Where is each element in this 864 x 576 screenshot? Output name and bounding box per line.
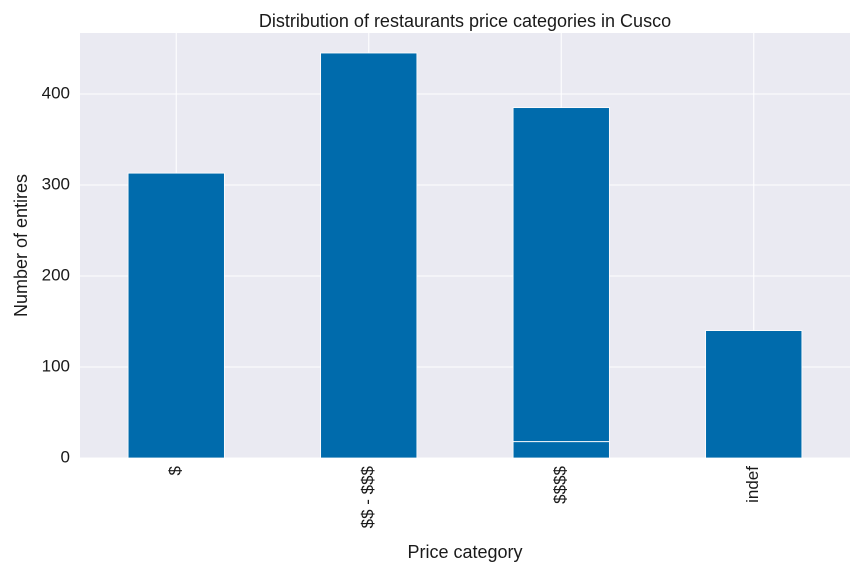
x-tick-label: indef [743,466,762,503]
y-tick-label: 300 [42,174,70,193]
x-axis-label: Price category [407,542,522,562]
x-tick-label: $$$$ [551,465,570,503]
y-tick-label: 200 [42,265,70,284]
y-tick-label: 400 [42,83,70,102]
x-tick-labels: $ $$ - $$$ $$$$ indef [166,465,763,528]
bar-3 [705,330,803,459]
x-tick-label: $ [166,465,185,475]
x-tick-label: $$ - $$$ [358,465,377,528]
bar-0 [127,172,225,459]
y-tick-labels: 0 100 200 300 400 [42,83,70,466]
y-axis-label: Number of entires [11,174,31,317]
bars-group [127,52,803,459]
chart-title: Distribution of restaurants price catego… [259,11,671,31]
bar-1 [320,52,418,459]
y-tick-label: 0 [61,447,70,466]
y-tick-label: 100 [42,356,70,375]
bar-2 [512,107,610,459]
